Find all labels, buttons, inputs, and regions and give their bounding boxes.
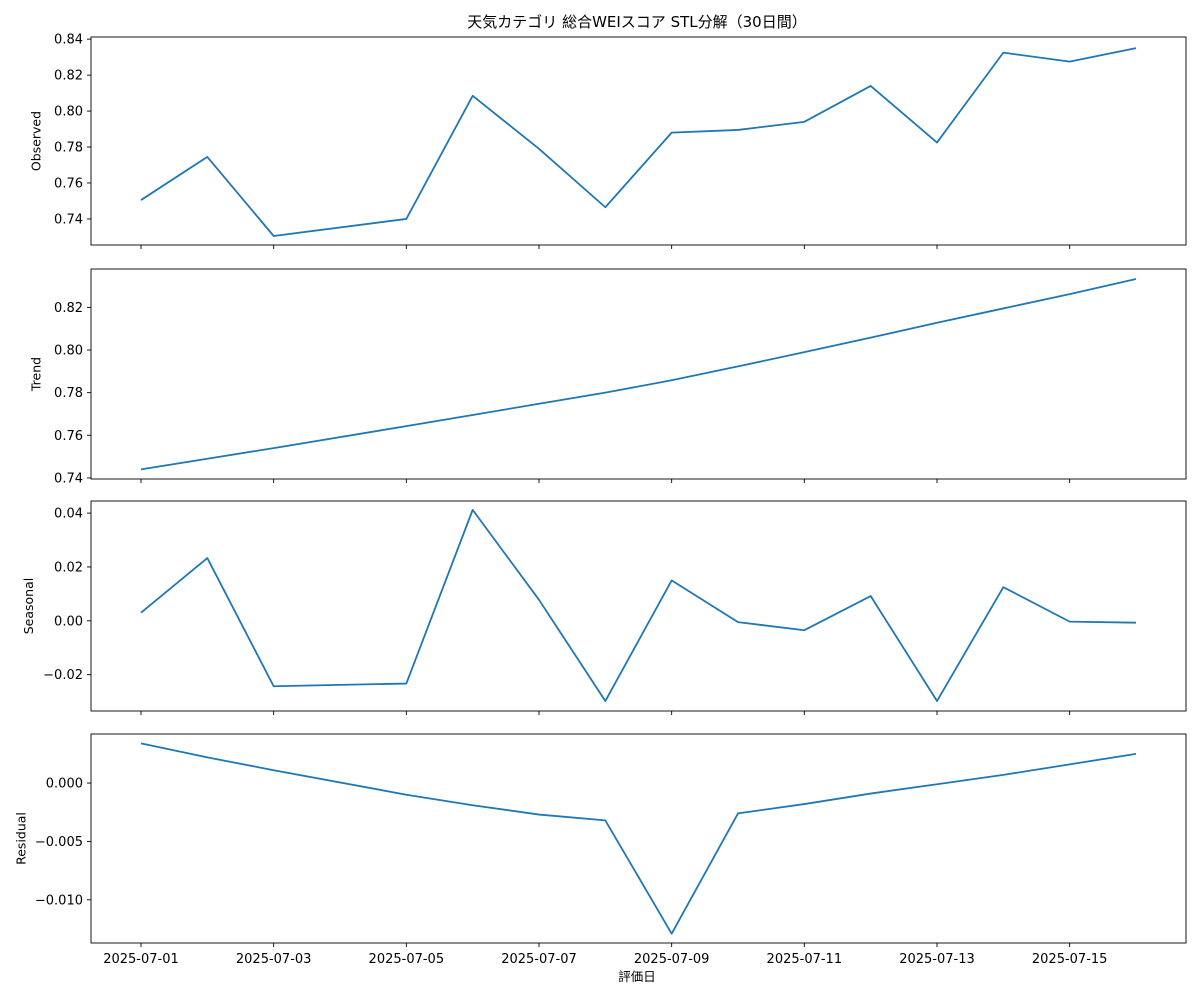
y-tick-label: 0.00	[54, 614, 83, 629]
y-tick-label: 0.82	[54, 301, 83, 316]
y-axis-label: Observed	[29, 111, 44, 171]
y-axis-label: Seasonal	[21, 578, 36, 635]
series-line-observed	[140, 47, 1137, 237]
x-tick-label: 2025-07-09	[634, 952, 710, 967]
series-line-residual	[140, 742, 1137, 935]
y-tick-label: 0.78	[54, 141, 83, 156]
y-tick-label: 0.76	[54, 429, 83, 444]
axes-frame	[90, 36, 1187, 246]
axes-frame	[90, 733, 1187, 944]
y-tick-label: 0.78	[54, 386, 83, 401]
series-line-trend	[140, 278, 1137, 471]
y-tick-label: 0.04	[54, 507, 83, 522]
x-tick-label: 2025-07-11	[767, 952, 843, 967]
panels: 0.74 0.76 0.78 0.80 0.82 0.84 Observed 0.74 0.76…	[13, 33, 1187, 967]
y-tick-label: −0.005	[35, 835, 83, 850]
y-tick-label: 0.84	[54, 33, 83, 48]
x-tick-label: 2025-07-05	[369, 952, 445, 967]
y-tick-label: 0.80	[54, 105, 83, 120]
x-tick-label: 2025-07-13	[899, 952, 975, 967]
x-axis-label: 評価日	[618, 969, 656, 984]
x-tick-label: 2025-07-01	[103, 952, 179, 967]
y-tick-label: 0.74	[54, 471, 83, 486]
panel-observed: 0.74 0.76 0.78 0.80 0.82 0.84 Observed	[29, 33, 1187, 249]
panel-trend: 0.74 0.76 0.78 0.80 0.82 Trend	[29, 268, 1187, 486]
axes-frame	[90, 268, 1187, 480]
y-tick-label: 0.76	[54, 176, 83, 191]
y-tick-label: 0.02	[54, 560, 83, 575]
y-axis-label: Trend	[29, 357, 44, 392]
x-tick-label: 2025-07-07	[501, 952, 577, 967]
x-tick-label: 2025-07-15	[1032, 952, 1108, 967]
chart-title: 天気カテゴリ 総合WEIスコア STL分解（30日間）	[467, 13, 806, 31]
x-tick-label: 2025-07-03	[236, 952, 312, 967]
y-tick-label: 0.80	[54, 344, 83, 359]
y-axis-label: Residual	[13, 812, 28, 865]
panel-residual: −0.010 −0.005 0.000 Residual 2025-07-01 2025-…	[13, 733, 1187, 967]
y-tick-label: −0.010	[35, 893, 83, 908]
y-tick-label: 0.000	[46, 777, 83, 792]
y-tick-label: −0.02	[43, 668, 83, 683]
axes-frame	[90, 500, 1187, 712]
y-tick-label: 0.82	[54, 69, 83, 84]
panel-seasonal: −0.02 0.00 0.02 0.04 Seasonal	[21, 500, 1187, 715]
y-tick-label: 0.74	[54, 212, 83, 227]
series-line-seasonal	[140, 508, 1137, 702]
